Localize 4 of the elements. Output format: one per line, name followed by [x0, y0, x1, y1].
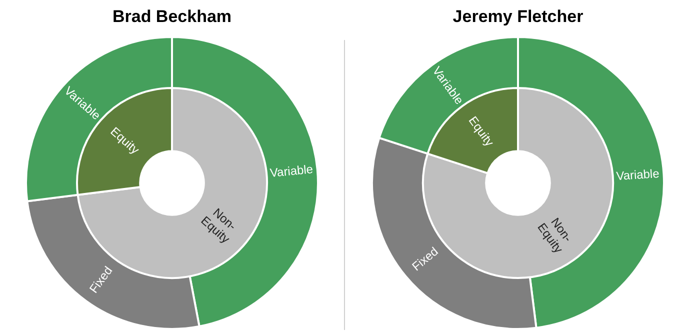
slice-label: Variable — [269, 162, 314, 180]
slice-label: Variable — [616, 166, 660, 184]
chart-title: Brad Beckham — [111, 6, 233, 28]
chart-title: Jeremy Fletcher — [452, 6, 584, 28]
